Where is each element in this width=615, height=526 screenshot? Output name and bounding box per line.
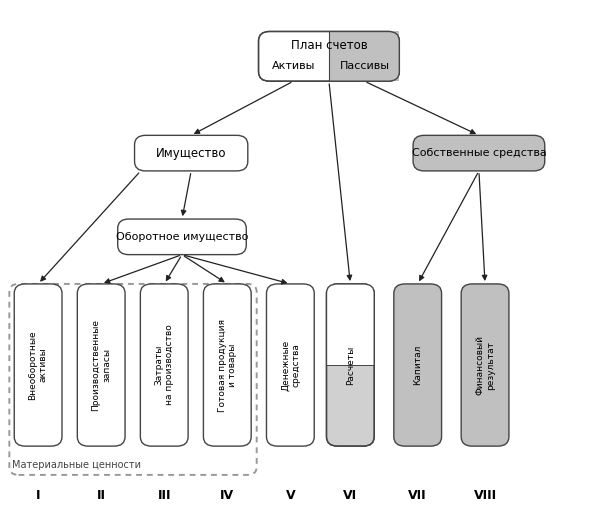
Text: I: I [36, 489, 41, 502]
FancyBboxPatch shape [258, 32, 399, 81]
Text: VII: VII [408, 489, 427, 502]
Text: Имущество: Имущество [156, 147, 226, 159]
Text: V: V [285, 489, 295, 502]
Text: Материальные ценности: Материальные ценности [12, 460, 141, 470]
Text: Расчеты: Расчеты [346, 346, 355, 385]
Text: Внеоборотные
активы: Внеоборотные активы [28, 330, 48, 400]
Text: Затраты
на производство: Затраты на производство [154, 325, 174, 406]
FancyBboxPatch shape [461, 284, 509, 446]
Text: Пассивы: Пассивы [339, 60, 389, 70]
Text: Активы: Активы [272, 60, 315, 70]
FancyBboxPatch shape [327, 284, 375, 446]
Text: III: III [157, 489, 171, 502]
Text: VI: VI [343, 489, 357, 502]
Text: VIII: VIII [474, 489, 496, 502]
Text: Денежные
средства: Денежные средства [280, 339, 300, 391]
Text: Капитал: Капитал [413, 345, 423, 385]
Text: Собственные средства: Собственные средства [411, 148, 546, 158]
FancyBboxPatch shape [14, 284, 62, 446]
FancyBboxPatch shape [413, 135, 545, 171]
FancyBboxPatch shape [140, 284, 188, 446]
Text: IV: IV [220, 489, 234, 502]
FancyBboxPatch shape [135, 135, 248, 171]
FancyBboxPatch shape [117, 219, 246, 255]
Text: Производственные
запасы: Производственные запасы [92, 319, 111, 411]
Text: Оборотное имущество: Оборотное имущество [116, 232, 248, 242]
Text: Готовая продукция
и товары: Готовая продукция и товары [218, 319, 237, 411]
Bar [327, 284, 375, 365]
Text: Финансовый
результат: Финансовый результат [475, 335, 494, 395]
Text: План счетов: План счетов [290, 39, 367, 53]
FancyBboxPatch shape [77, 284, 125, 446]
FancyBboxPatch shape [204, 284, 251, 446]
Bar [329, 32, 399, 81]
FancyBboxPatch shape [266, 284, 314, 446]
FancyBboxPatch shape [394, 284, 442, 446]
Text: II: II [97, 489, 106, 502]
